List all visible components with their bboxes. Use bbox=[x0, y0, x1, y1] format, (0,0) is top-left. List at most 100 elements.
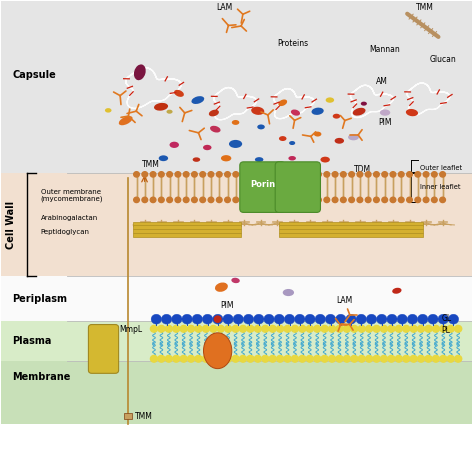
Circle shape bbox=[358, 356, 365, 362]
Circle shape bbox=[210, 356, 217, 362]
Text: Proteins: Proteins bbox=[278, 39, 309, 48]
Text: Glucan: Glucan bbox=[430, 55, 456, 64]
Ellipse shape bbox=[348, 134, 359, 141]
Circle shape bbox=[232, 356, 239, 362]
Circle shape bbox=[255, 356, 261, 362]
Circle shape bbox=[217, 326, 224, 332]
Circle shape bbox=[180, 326, 187, 332]
Text: TDM: TDM bbox=[354, 165, 371, 174]
Bar bbox=[0, 361, 472, 424]
Circle shape bbox=[284, 314, 295, 324]
FancyBboxPatch shape bbox=[89, 325, 118, 373]
Circle shape bbox=[431, 197, 437, 202]
Text: PIM: PIM bbox=[220, 301, 234, 310]
Circle shape bbox=[188, 356, 195, 362]
Circle shape bbox=[410, 356, 417, 362]
Bar bbox=[124, 413, 132, 419]
Ellipse shape bbox=[320, 157, 330, 163]
Ellipse shape bbox=[174, 90, 184, 97]
Bar bbox=[279, 222, 423, 226]
Text: Plasma: Plasma bbox=[12, 336, 52, 346]
Ellipse shape bbox=[119, 116, 133, 125]
Circle shape bbox=[225, 197, 230, 202]
Circle shape bbox=[264, 314, 274, 324]
Ellipse shape bbox=[209, 110, 219, 116]
Circle shape bbox=[382, 197, 388, 202]
Bar bbox=[0, 173, 472, 276]
Circle shape bbox=[321, 356, 328, 362]
Circle shape bbox=[266, 197, 272, 202]
Circle shape bbox=[284, 356, 291, 362]
Circle shape bbox=[336, 356, 343, 362]
Text: Capsule: Capsule bbox=[12, 70, 56, 79]
Circle shape bbox=[336, 314, 346, 324]
Circle shape bbox=[410, 326, 417, 332]
Circle shape bbox=[306, 356, 313, 362]
Text: Mannan: Mannan bbox=[370, 45, 401, 54]
Text: TMM: TMM bbox=[135, 412, 153, 421]
Circle shape bbox=[192, 314, 202, 324]
Circle shape bbox=[200, 172, 206, 177]
Text: Membrane: Membrane bbox=[12, 372, 71, 382]
Circle shape bbox=[291, 197, 297, 202]
Ellipse shape bbox=[231, 278, 240, 283]
Circle shape bbox=[258, 197, 264, 202]
Circle shape bbox=[325, 314, 336, 324]
Circle shape bbox=[299, 197, 305, 202]
Ellipse shape bbox=[159, 155, 168, 161]
Text: Inner leaflet: Inner leaflet bbox=[419, 184, 460, 190]
Circle shape bbox=[407, 314, 418, 324]
Circle shape bbox=[167, 197, 173, 202]
Circle shape bbox=[349, 172, 355, 177]
Ellipse shape bbox=[203, 333, 232, 369]
Text: Arabinogalactan: Arabinogalactan bbox=[41, 215, 98, 221]
Ellipse shape bbox=[406, 109, 418, 116]
Circle shape bbox=[276, 356, 283, 362]
Circle shape bbox=[284, 326, 291, 332]
Circle shape bbox=[150, 172, 156, 177]
Ellipse shape bbox=[229, 140, 242, 148]
Ellipse shape bbox=[291, 110, 300, 116]
Circle shape bbox=[407, 197, 412, 202]
Circle shape bbox=[292, 326, 299, 332]
Circle shape bbox=[180, 356, 187, 362]
Circle shape bbox=[403, 356, 410, 362]
Circle shape bbox=[262, 356, 269, 362]
Ellipse shape bbox=[134, 64, 146, 80]
Circle shape bbox=[241, 172, 247, 177]
Circle shape bbox=[423, 197, 429, 202]
Circle shape bbox=[208, 172, 214, 177]
Circle shape bbox=[395, 356, 402, 362]
Circle shape bbox=[213, 314, 223, 324]
Circle shape bbox=[431, 172, 437, 177]
Ellipse shape bbox=[221, 155, 231, 161]
Circle shape bbox=[158, 326, 165, 332]
Circle shape bbox=[306, 326, 313, 332]
Text: TMM: TMM bbox=[416, 3, 434, 12]
Circle shape bbox=[266, 172, 272, 177]
Circle shape bbox=[365, 356, 373, 362]
Circle shape bbox=[158, 172, 164, 177]
Circle shape bbox=[225, 326, 232, 332]
Text: LAM: LAM bbox=[217, 3, 233, 12]
Circle shape bbox=[283, 172, 288, 177]
Circle shape bbox=[343, 356, 350, 362]
Circle shape bbox=[357, 172, 363, 177]
Circle shape bbox=[239, 326, 246, 332]
Circle shape bbox=[161, 314, 172, 324]
Circle shape bbox=[183, 172, 189, 177]
Circle shape bbox=[374, 172, 379, 177]
Bar bbox=[133, 233, 241, 237]
Circle shape bbox=[165, 356, 173, 362]
Circle shape bbox=[175, 172, 181, 177]
Circle shape bbox=[200, 197, 206, 202]
Ellipse shape bbox=[191, 96, 204, 104]
Text: Porin: Porin bbox=[250, 180, 275, 189]
Text: Outer leaflet: Outer leaflet bbox=[419, 165, 462, 171]
Circle shape bbox=[425, 326, 432, 332]
Circle shape bbox=[314, 326, 321, 332]
Circle shape bbox=[150, 356, 157, 362]
Bar bbox=[133, 229, 241, 233]
Circle shape bbox=[142, 197, 147, 202]
Circle shape bbox=[328, 356, 336, 362]
